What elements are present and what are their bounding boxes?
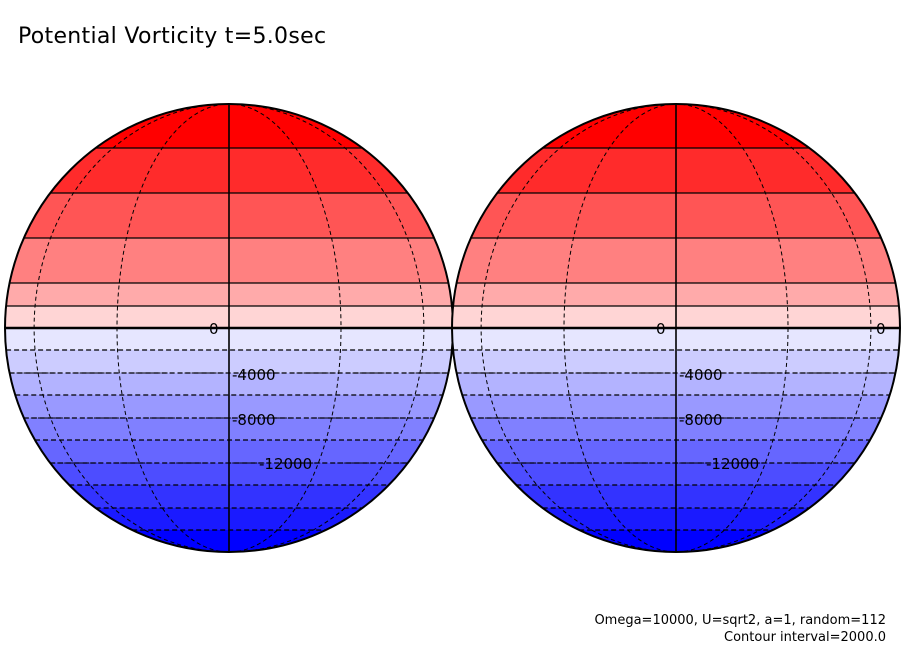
contour-label-edge: 0 xyxy=(876,320,886,338)
contour-label: -8000 xyxy=(232,411,276,429)
left-globe xyxy=(5,104,453,552)
contour-label: 0 xyxy=(209,320,219,338)
globe-outline xyxy=(451,103,901,553)
contour-label: -4000 xyxy=(232,366,276,384)
contour-label: -12000 xyxy=(706,455,759,473)
contour-label: -12000 xyxy=(259,455,312,473)
contour-label: -4000 xyxy=(679,366,723,384)
parameters-note: Omega=10000, U=sqrt2, a=1, random=112 xyxy=(594,613,886,628)
contour-interval-note: Contour interval=2000.0 xyxy=(724,630,886,645)
contour-label: -8000 xyxy=(679,411,723,429)
right-globe xyxy=(452,104,900,552)
contour-label: 0 xyxy=(656,320,666,338)
plot-title: Potential Vorticity t=5.0sec xyxy=(18,24,327,49)
